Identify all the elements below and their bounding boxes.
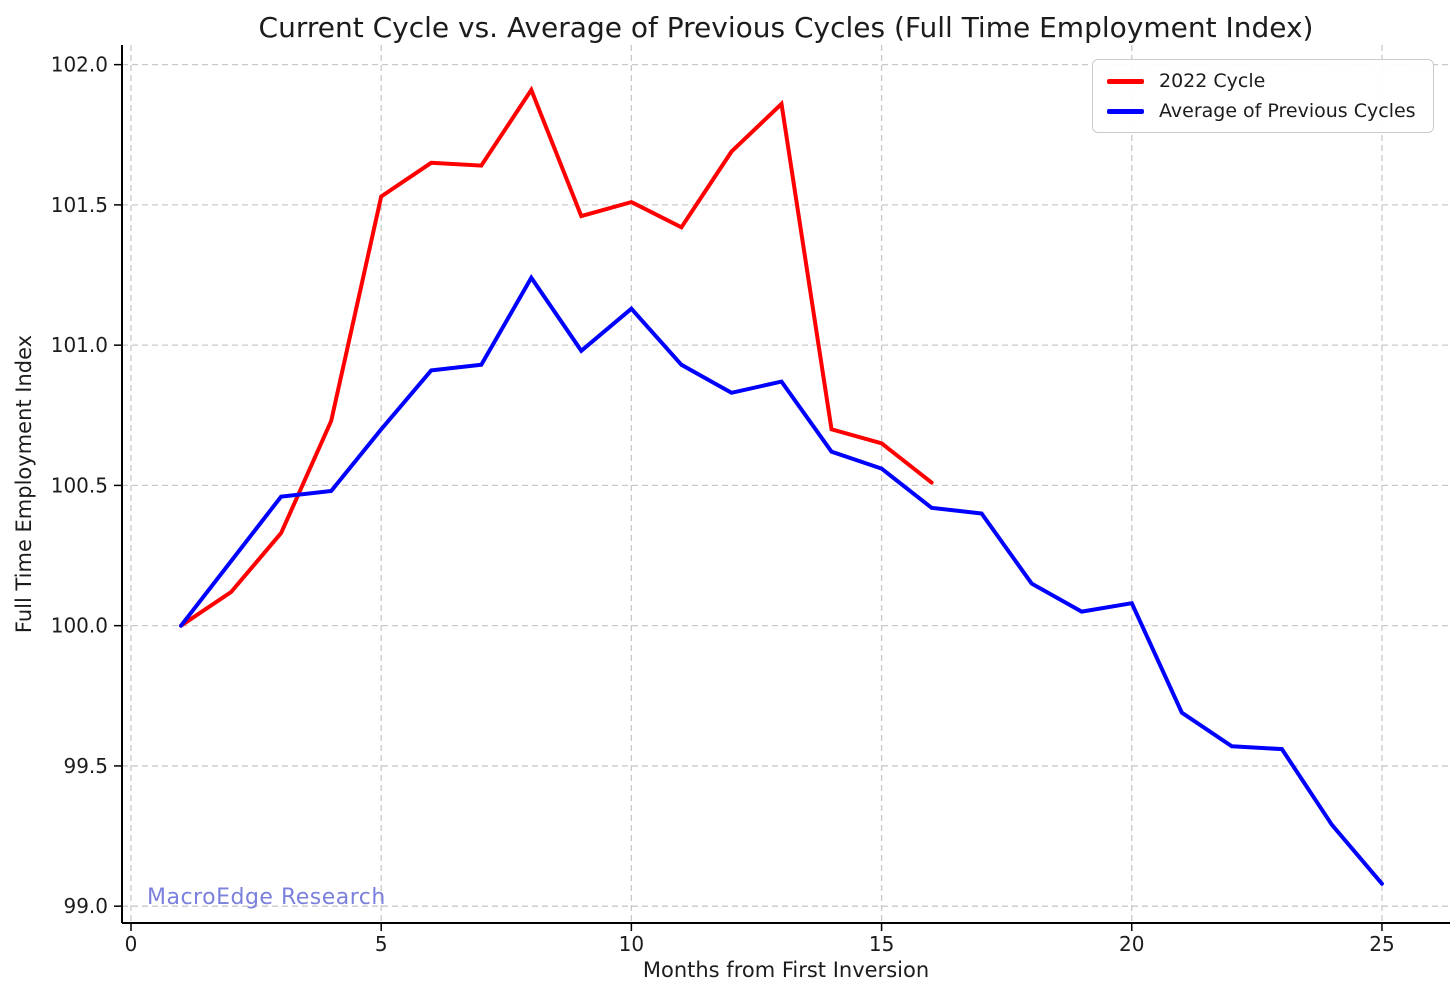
- y-tick-label: 102.0: [51, 53, 108, 77]
- red-line-swatch-icon: [1107, 78, 1144, 84]
- legend-label-average-previous-cycles: Average of Previous Cycles: [1159, 100, 1416, 122]
- legend: 2022 Cycle Average of Previous Cycles: [1092, 59, 1434, 133]
- x-tick-label: 25: [1369, 932, 1394, 956]
- y-tick-label: 99.0: [63, 894, 108, 918]
- legend-item-average-previous-cycles: Average of Previous Cycles: [1107, 100, 1419, 122]
- chart-title: Current Cycle vs. Average of Previous Cy…: [258, 11, 1314, 44]
- axis-spines: [121, 45, 1450, 924]
- x-tick-label: 15: [869, 932, 894, 956]
- y-tick-label: 100.5: [51, 473, 108, 497]
- tick-marks: [114, 63, 1383, 931]
- y-axis-label: Full Time Employment Index: [12, 334, 36, 634]
- tick-labels: 99.0 99.5 100.0 100.5 101.0 101.5 102.0 0 5 10 15 2…: [51, 53, 1395, 956]
- series-line-average-previous-cycles: [179, 274, 1384, 886]
- x-axis-label: Months from First Inversion: [642, 958, 930, 982]
- watermark-text: MacroEdge Research: [147, 885, 386, 910]
- blue-line-swatch-icon: [1107, 108, 1144, 114]
- x-tick-label: 0: [125, 932, 138, 956]
- legend-label-2022-cycle: 2022 Cycle: [1159, 70, 1266, 92]
- x-tick-label: 10: [619, 932, 644, 956]
- series-line-2022-cycle: [179, 85, 934, 628]
- gridlines: [122, 45, 1450, 923]
- x-tick-label: 20: [1119, 932, 1144, 956]
- y-tick-label: 99.5: [63, 754, 108, 778]
- x-tick-label: 5: [375, 932, 388, 956]
- legend-item-2022-cycle: 2022 Cycle: [1107, 70, 1419, 92]
- y-tick-label: 101.0: [51, 333, 108, 357]
- y-tick-label: 100.0: [51, 614, 108, 638]
- y-tick-label: 101.5: [51, 193, 108, 217]
